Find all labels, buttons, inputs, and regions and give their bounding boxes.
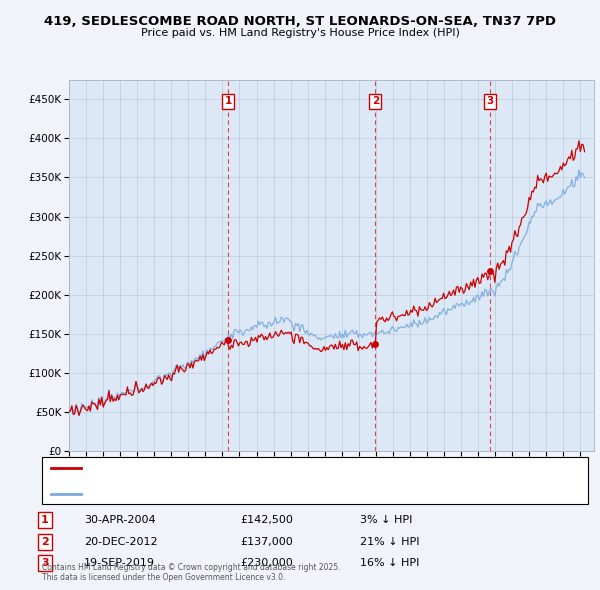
Text: Price paid vs. HM Land Registry's House Price Index (HPI): Price paid vs. HM Land Registry's House … [140, 28, 460, 38]
Text: 3% ↓ HPI: 3% ↓ HPI [360, 516, 412, 525]
Text: £142,500: £142,500 [240, 516, 293, 525]
Text: 20-DEC-2012: 20-DEC-2012 [84, 537, 158, 546]
Text: £230,000: £230,000 [240, 558, 293, 568]
Text: 1: 1 [41, 516, 49, 525]
Text: 3: 3 [487, 96, 494, 106]
Text: £137,000: £137,000 [240, 537, 293, 546]
Text: 419, SEDLESCOMBE ROAD NORTH, ST LEONARDS-ON-SEA, TN37 7PD: 419, SEDLESCOMBE ROAD NORTH, ST LEONARDS… [44, 15, 556, 28]
Text: 30-APR-2004: 30-APR-2004 [84, 516, 155, 525]
Text: 16% ↓ HPI: 16% ↓ HPI [360, 558, 419, 568]
Text: Contains HM Land Registry data © Crown copyright and database right 2025.
This d: Contains HM Land Registry data © Crown c… [42, 563, 341, 582]
Text: 1: 1 [224, 96, 232, 106]
Text: HPI: Average price, semi-detached house, Hastings: HPI: Average price, semi-detached house,… [84, 489, 316, 499]
Text: 3: 3 [41, 558, 49, 568]
Text: 19-SEP-2019: 19-SEP-2019 [84, 558, 155, 568]
Text: 419, SEDLESCOMBE ROAD NORTH, ST LEONARDS-ON-SEA, TN37 7PD (semi-detached house): 419, SEDLESCOMBE ROAD NORTH, ST LEONARDS… [84, 463, 502, 473]
Text: 2: 2 [371, 96, 379, 106]
Text: 2: 2 [41, 537, 49, 546]
Text: 21% ↓ HPI: 21% ↓ HPI [360, 537, 419, 546]
